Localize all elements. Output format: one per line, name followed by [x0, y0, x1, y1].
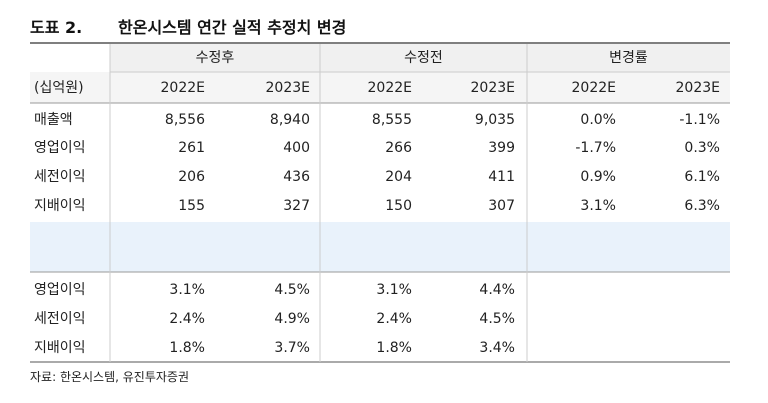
row-label: 지배이익: [34, 198, 86, 214]
column-header: 2023E: [265, 80, 310, 96]
band: [30, 222, 730, 272]
cell-value: 150: [385, 198, 412, 214]
column-header: 2023E: [470, 80, 515, 96]
cell-value: 6.3%: [684, 198, 720, 214]
cell-value: 155: [178, 198, 205, 214]
cell-value: 2.4%: [169, 311, 205, 327]
cell-value: 3.1%: [169, 282, 205, 298]
cell-value: 4.4%: [479, 282, 515, 298]
cell-value: 1.8%: [169, 340, 205, 356]
cell-value: 0.3%: [684, 140, 720, 156]
cell-value: 3.7%: [274, 340, 310, 356]
header-bg: [110, 44, 730, 72]
cell-value: 266: [385, 140, 412, 156]
cell-value: 9,035: [474, 112, 515, 128]
group-header: 변경률: [609, 50, 648, 66]
row-label: 지배이익: [34, 340, 86, 356]
cell-value: 4.9%: [274, 311, 310, 327]
cell-value: 411: [488, 169, 515, 185]
cell-value: 1.8%: [376, 340, 412, 356]
cell-value: 3.1%: [580, 198, 616, 214]
cell-value: -1.7%: [575, 140, 616, 156]
cell-value: 261: [178, 140, 205, 156]
cell-value: 3.1%: [376, 282, 412, 298]
cell-value: 399: [488, 140, 515, 156]
column-header: 2023E: [675, 80, 720, 96]
group-header: 수정전: [404, 50, 443, 66]
row-label: 세전이익: [34, 169, 86, 185]
cell-value: 2.4%: [376, 311, 412, 327]
cell-value: 307: [488, 198, 515, 214]
column-header: 2022E: [160, 80, 205, 96]
cell-value: 6.1%: [684, 169, 720, 185]
cell-value: 3.4%: [479, 340, 515, 356]
cell-value: 0.0%: [580, 112, 616, 128]
cell-value: 327: [283, 198, 310, 214]
cell-value: 8,556: [164, 112, 205, 128]
unit: (십억원): [34, 80, 84, 96]
cell-value: 8,940: [269, 112, 310, 128]
cell-value: 204: [385, 169, 412, 185]
cell-value: 436: [283, 169, 310, 185]
cell-value: -1.1%: [679, 112, 720, 128]
figure-label: 도표 2.: [30, 18, 83, 37]
row-label: 영업이익: [34, 140, 86, 156]
row-label: 영업이익: [34, 282, 86, 298]
header-bg: [30, 72, 730, 103]
column-header: 2022E: [571, 80, 616, 96]
figure-title: 한온시스템 연간 실적 추정치 변경: [118, 18, 347, 37]
row-label: 세전이익: [34, 311, 86, 327]
row-label: 매출액: [34, 112, 73, 128]
cell-value: 206: [178, 169, 205, 185]
cell-value: 0.9%: [580, 169, 616, 185]
cell-value: 400: [283, 140, 310, 156]
cell-value: 4.5%: [479, 311, 515, 327]
cell-value: 8,555: [371, 112, 412, 128]
source: 자료: 한온시스템, 유진투자증권: [30, 370, 190, 384]
cell-value: 4.5%: [274, 282, 310, 298]
column-header: 2022E: [367, 80, 412, 96]
group-header: 수정후: [195, 50, 235, 66]
